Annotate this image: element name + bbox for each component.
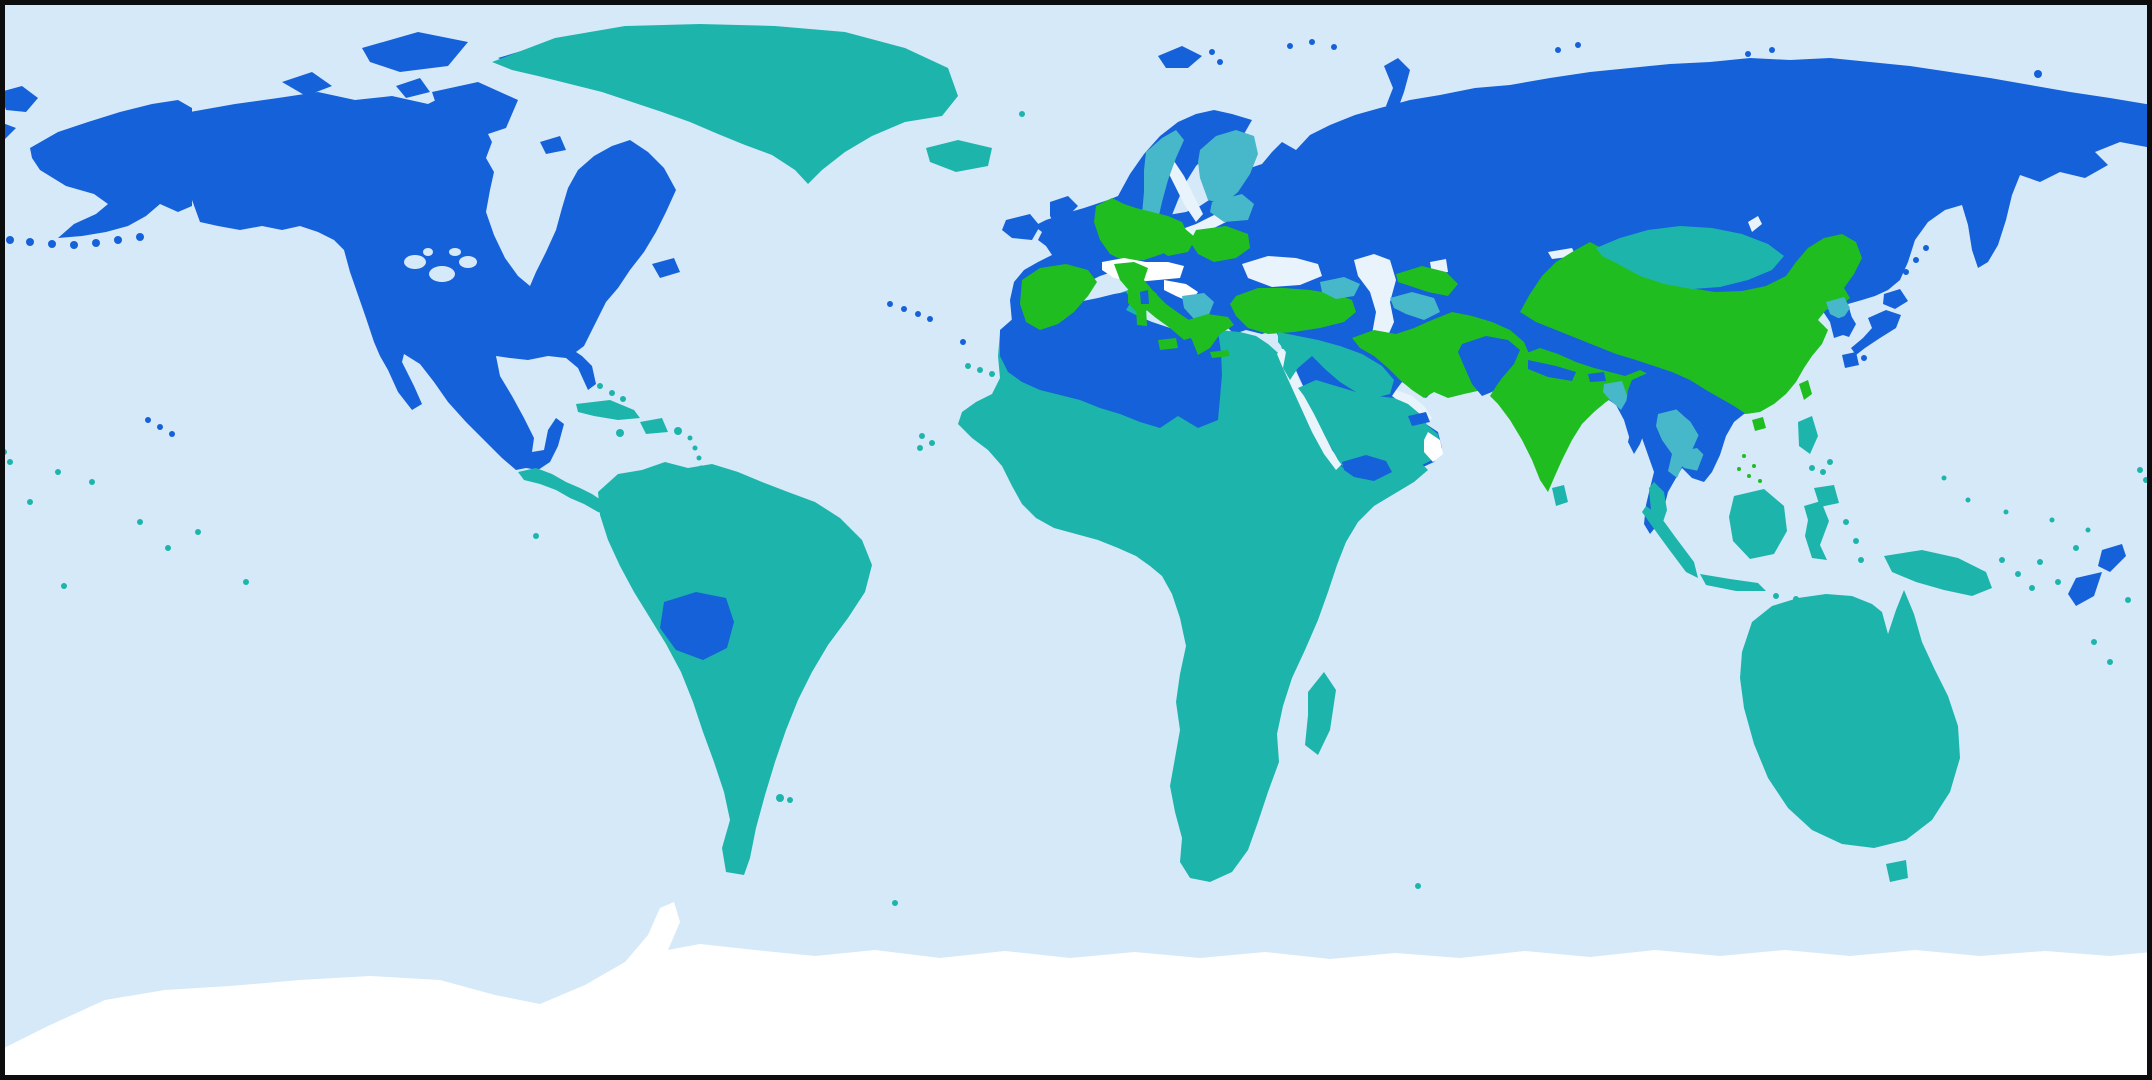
region-thailand (1656, 409, 1700, 478)
group-africa (958, 285, 1428, 882)
region-iceland (926, 140, 992, 172)
region-sakhalin-kurils (1891, 207, 1929, 275)
region-taiwan (1799, 380, 1812, 400)
red-sea (1277, 348, 1342, 470)
region-hawaii (145, 417, 175, 437)
region-kyrgyzstan-tajikistan (1460, 286, 1516, 318)
group-atlantic-islands (887, 301, 995, 451)
group-middle-east (1230, 266, 1530, 484)
region-maghreb-libya (1000, 292, 1222, 428)
region-baltic-states (1210, 194, 1254, 222)
region-sri-lanka (1552, 485, 1568, 506)
region-bangladesh (1603, 381, 1628, 410)
region-arabia (1298, 380, 1441, 484)
region-sardinia (1136, 306, 1147, 326)
region-oman (1424, 432, 1443, 462)
region-nepal (1528, 360, 1576, 381)
region-newfoundland (652, 258, 680, 278)
region-china (1520, 234, 1862, 414)
region-philippines (1798, 416, 1839, 507)
region-japan (1842, 289, 1908, 368)
region-hungary-slovakia (1152, 228, 1196, 256)
region-turkmenistan (1390, 292, 1440, 320)
region-australia (1740, 590, 1960, 848)
region-svalbard (1158, 46, 1223, 68)
black-sea (1242, 256, 1322, 287)
region-hainan (1752, 417, 1766, 431)
region-png-islands (1999, 557, 2035, 591)
region-north-america-mainland (188, 92, 676, 470)
region-azores (887, 301, 933, 322)
region-faroe-islands (1019, 111, 1025, 117)
region-british-isles (1002, 196, 1082, 250)
region-crete (1210, 350, 1230, 358)
region-spain (1020, 264, 1097, 330)
region-greece (1186, 314, 1234, 355)
group-europe (1002, 130, 1258, 358)
region-greenland (492, 24, 958, 184)
region-russian-arctic-islands (1287, 39, 2042, 114)
region-levant-iraq (1278, 332, 1394, 398)
region-italy (1114, 262, 1198, 340)
region-galapagos (533, 533, 539, 539)
region-sicily (1158, 338, 1178, 350)
region-cape-verde (917, 433, 935, 451)
region-turkey (1230, 288, 1356, 334)
lake-baikal (1748, 216, 1762, 232)
region-pakistan (1458, 336, 1520, 396)
region-yemen (1342, 455, 1392, 481)
region-new-guinea (1884, 550, 1992, 596)
region-indonesia (1642, 489, 1864, 606)
region-aleutian-islands (6, 151, 144, 249)
group-east-asia (1520, 207, 1929, 431)
region-uae (1408, 412, 1430, 426)
region-spratly-islands (1737, 454, 1762, 483)
region-antarctica (0, 902, 2152, 1080)
region-south-america (598, 462, 872, 875)
region-bhutan (1588, 372, 1606, 382)
region-bolivia (660, 592, 734, 660)
region-madagascar (1305, 672, 1336, 755)
caspian-sea (1354, 254, 1396, 340)
region-romania (1190, 226, 1250, 262)
region-serbia-bosnia (1182, 293, 1214, 319)
region-canary-islands (965, 363, 995, 377)
region-micronesia (1941, 475, 2091, 533)
region-caribbean (576, 383, 704, 481)
region-tasmania (1886, 860, 1908, 882)
group-south-america (533, 462, 898, 906)
region-vietnam (1690, 392, 1722, 477)
region-central-america (518, 468, 614, 516)
region-uzbekistan (1396, 266, 1458, 296)
region-corsica (1140, 290, 1149, 304)
region-madeira (960, 339, 966, 345)
region-south-korea (1834, 314, 1856, 337)
group-oceania (1, 449, 2149, 889)
region-alaska (30, 100, 192, 238)
region-finland (1198, 130, 1258, 204)
region-caucasus (1320, 277, 1360, 299)
gulf-of-bothnia (1166, 158, 1203, 222)
region-kerguelen (1415, 883, 1421, 889)
region-new-zealand (2068, 544, 2126, 606)
region-south-georgia (892, 900, 898, 906)
region-north-korea (1826, 297, 1850, 320)
region-mongolia (1596, 226, 1784, 289)
region-falkland-islands (776, 794, 793, 803)
region-pacific-islands (1, 449, 2149, 665)
great-lakes (404, 248, 477, 282)
group-south-asia (1458, 336, 1652, 506)
group-north-america (6, 32, 680, 470)
region-africa (958, 286, 1428, 882)
group-southeast-asia (1626, 372, 1864, 606)
region-myanmar (1626, 372, 1666, 454)
